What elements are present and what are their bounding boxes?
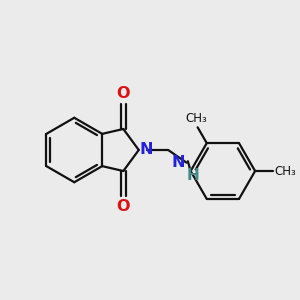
Text: O: O [117, 199, 130, 214]
Text: O: O [117, 86, 130, 101]
Text: CH₃: CH₃ [185, 112, 207, 125]
Text: N: N [172, 154, 185, 169]
Text: CH₃: CH₃ [275, 164, 296, 178]
Text: N: N [139, 142, 153, 158]
Text: H: H [186, 168, 199, 183]
